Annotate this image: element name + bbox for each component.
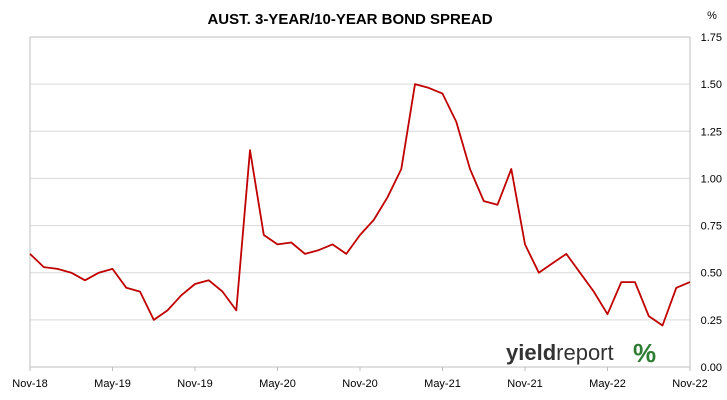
series-line — [29, 83, 691, 327]
x-tick-label: May-22 — [589, 378, 626, 390]
yieldreport-watermark: yieldreport % — [506, 338, 656, 368]
x-tick-label: May-20 — [259, 378, 296, 390]
watermark-yield-text: yield — [506, 340, 556, 365]
x-tick-label: Nov-18 — [12, 378, 47, 390]
watermark-percent-symbol: % — [633, 338, 656, 368]
x-tick-label: Nov-19 — [177, 378, 212, 390]
x-tick-label: Nov-20 — [342, 378, 377, 390]
y-axis-tick-labels: 0.00 0.25 0.50 0.75 1.00 1.25 1.50 1.75 — [701, 32, 722, 374]
x-tick-label: Nov-21 — [507, 378, 542, 390]
y-tick-label: 0.50 — [701, 268, 722, 280]
x-tick-label: May-19 — [94, 378, 131, 390]
gridlines — [30, 83, 690, 321]
y-tick-label: 0.75 — [701, 221, 722, 233]
chart-title: AUST. 3-YEAR/10-YEAR BOND SPREAD — [207, 11, 492, 28]
y-tick-label: 1.25 — [701, 126, 722, 138]
y-tick-label: 0.25 — [701, 315, 722, 327]
x-axis-tick-labels: Nov-18 May-19 Nov-19 May-20 Nov-20 May-21 Nov-… — [12, 367, 708, 390]
x-tick-label: Nov-22 — [672, 378, 707, 390]
plot-area-border — [29, 36, 691, 368]
y-tick-label: 1.75 — [701, 32, 722, 44]
watermark-report-text: report — [556, 340, 613, 365]
series-layer — [29, 83, 691, 327]
svg-text:yieldreport: yieldreport — [506, 340, 614, 365]
y-axis-unit-label: % — [707, 10, 717, 22]
x-tick-label: May-21 — [424, 378, 461, 390]
y-tick-label: 1.00 — [701, 173, 722, 185]
y-tick-label: 1.50 — [701, 79, 722, 91]
y-tick-label: 0.00 — [701, 362, 722, 374]
